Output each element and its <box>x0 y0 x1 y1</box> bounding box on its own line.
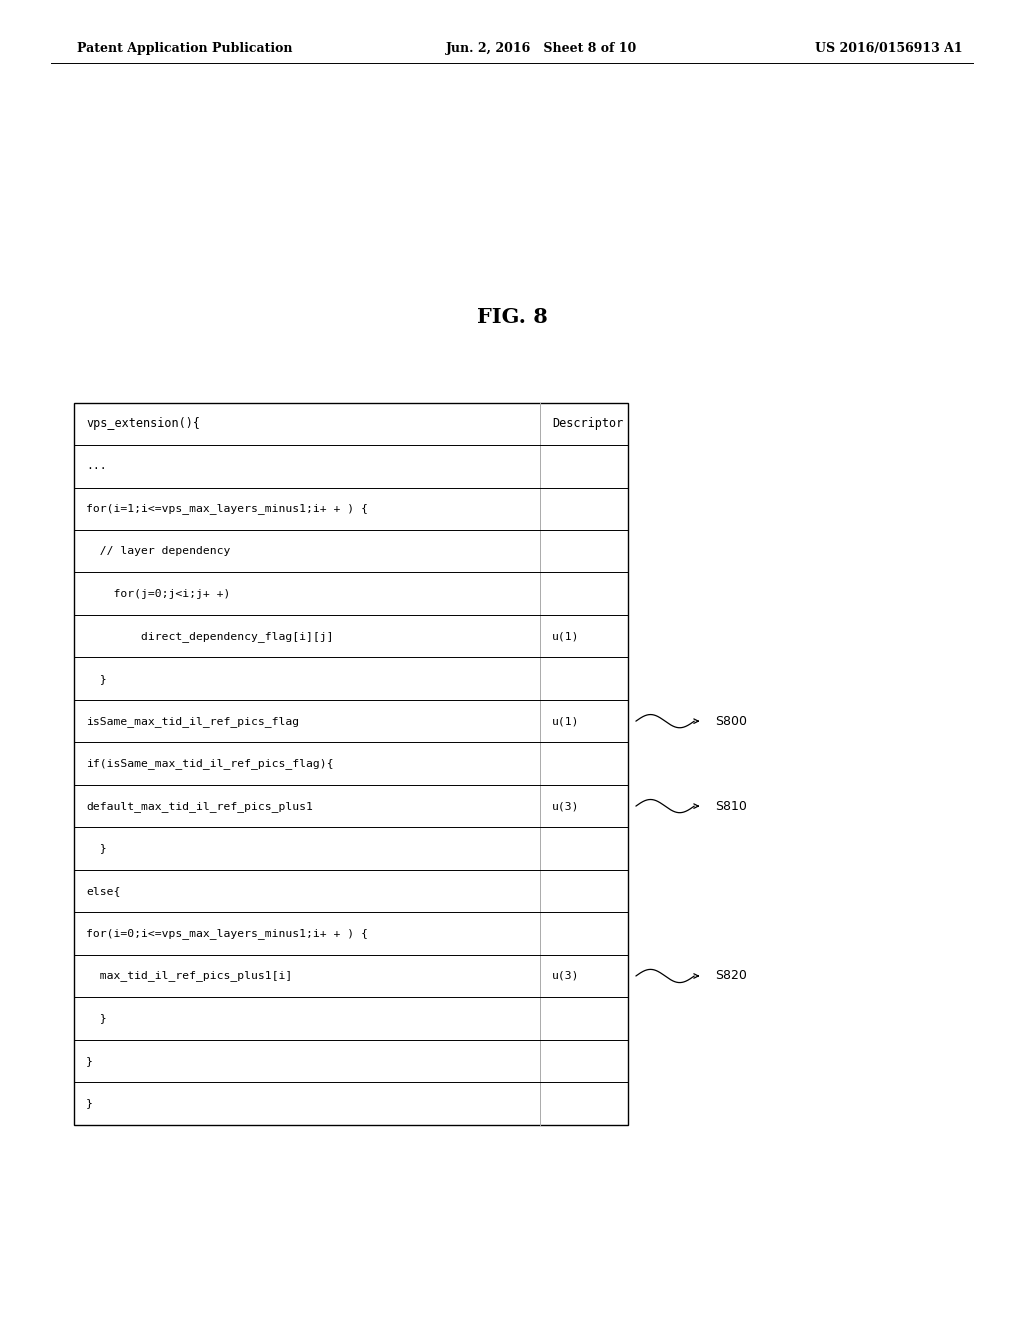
Text: u(3): u(3) <box>552 801 580 810</box>
Text: u(1): u(1) <box>552 631 580 642</box>
Text: Descriptor: Descriptor <box>552 417 624 430</box>
Text: if(isSame_max_tid_il_ref_pics_flag){: if(isSame_max_tid_il_ref_pics_flag){ <box>86 758 334 770</box>
Text: for(i=0;i<=vps_max_layers_minus1;i+ + ) {: for(i=0;i<=vps_max_layers_minus1;i+ + ) … <box>86 928 368 939</box>
Text: US 2016/0156913 A1: US 2016/0156913 A1 <box>815 42 963 55</box>
Text: for(i=1;i<=vps_max_layers_minus1;i+ + ) {: for(i=1;i<=vps_max_layers_minus1;i+ + ) … <box>86 503 368 515</box>
Text: vps_extension(){: vps_extension(){ <box>86 417 200 430</box>
Text: }: } <box>86 673 106 684</box>
Text: }: } <box>86 1056 93 1067</box>
Text: ...: ... <box>86 461 106 471</box>
Text: S810: S810 <box>715 800 746 813</box>
Text: direct_dependency_flag[i][j]: direct_dependency_flag[i][j] <box>86 631 334 642</box>
Text: u(3): u(3) <box>552 972 580 981</box>
Text: FIG. 8: FIG. 8 <box>476 306 548 327</box>
Text: }: } <box>86 1014 106 1023</box>
Text: }: } <box>86 1098 93 1109</box>
Text: default_max_tid_il_ref_pics_plus1: default_max_tid_il_ref_pics_plus1 <box>86 801 313 812</box>
Bar <box>74 403 628 1125</box>
Text: u(1): u(1) <box>552 717 580 726</box>
Text: Patent Application Publication: Patent Application Publication <box>77 42 292 55</box>
Text: isSame_max_tid_il_ref_pics_flag: isSame_max_tid_il_ref_pics_flag <box>86 715 299 726</box>
Text: // layer dependency: // layer dependency <box>86 546 230 556</box>
Text: max_tid_il_ref_pics_plus1[i]: max_tid_il_ref_pics_plus1[i] <box>86 970 292 982</box>
Text: Jun. 2, 2016   Sheet 8 of 10: Jun. 2, 2016 Sheet 8 of 10 <box>445 42 637 55</box>
Text: S800: S800 <box>715 714 746 727</box>
Text: for(j=0;j<i;j+ +): for(j=0;j<i;j+ +) <box>86 589 230 599</box>
Text: else{: else{ <box>86 886 121 896</box>
Text: }: } <box>86 843 106 854</box>
Text: S820: S820 <box>715 969 746 982</box>
